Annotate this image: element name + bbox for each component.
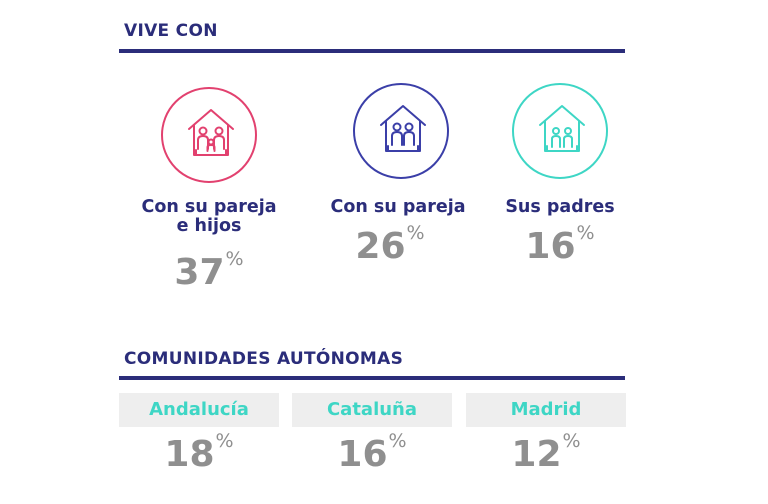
region-madrid: Madrid [466, 393, 626, 427]
percent-padres: 16% [480, 222, 640, 267]
section-divider [119, 376, 625, 380]
percent-pareja-hijos: 37% [124, 248, 294, 293]
label-line-1: Con su pareja [141, 197, 277, 217]
section-title-vive-con: VIVE CON [124, 21, 218, 41]
percent-pareja: 26% [305, 222, 475, 267]
region-andalucia: Andalucía [119, 393, 279, 427]
percent-andalucia: 18% [119, 430, 279, 475]
percent-value: 26 [355, 226, 406, 267]
percent-value: 16 [337, 434, 388, 475]
section-title-comunidades: COMUNIDADES AUTÓNOMAS [124, 349, 404, 369]
label-line-2: e hijos [176, 216, 242, 236]
section-divider [119, 49, 625, 53]
percent-value: 37 [174, 252, 225, 293]
house-couple-icon [353, 83, 449, 179]
label-padres: Sus padres [505, 197, 615, 217]
percent-sign: % [576, 222, 595, 244]
percent-madrid: 12% [466, 430, 626, 475]
percent-value: 12 [511, 434, 562, 475]
percent-sign: % [562, 430, 581, 452]
percent-value: 16 [525, 226, 576, 267]
percent-cataluna: 16% [292, 430, 452, 475]
house-family-icon [161, 87, 257, 183]
label-pareja: Con su pareja [330, 197, 466, 217]
region-cataluna: Cataluña [292, 393, 452, 427]
percent-value: 18 [164, 434, 215, 475]
label-pareja-hijos: Con su pareja e hijos [124, 198, 294, 236]
percent-sign: % [215, 430, 234, 452]
percent-sign: % [225, 248, 244, 270]
house-parents-icon [512, 83, 608, 179]
percent-sign: % [406, 222, 425, 244]
percent-sign: % [388, 430, 407, 452]
